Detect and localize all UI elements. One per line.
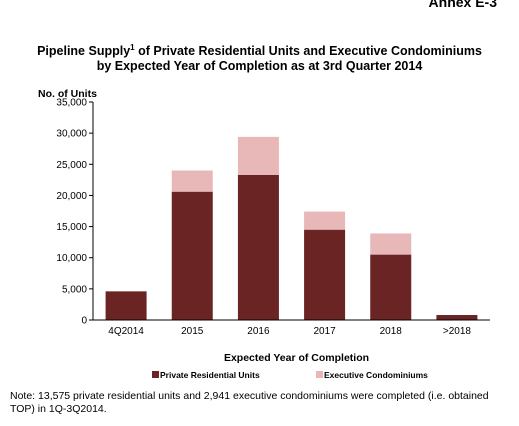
bar-segment [304,211,346,230]
bar-segment [304,229,346,320]
bar-segment [171,170,213,192]
legend-label: Executive Condominiums [324,370,428,380]
x-tick-label: 2018 [380,326,403,337]
y-tick-label: 5,000 [62,284,87,295]
chart-title-part1: Pipeline Supply [37,44,131,59]
legend-swatch [316,371,323,378]
y-tick-label: 35,000 [56,98,87,109]
bar-segment [370,254,412,320]
x-axis-label: Expected Year of Completion [224,352,369,364]
bar-segment [370,233,412,255]
x-tick-label: 2016 [247,326,270,337]
y-tick-label: 25,000 [56,160,87,171]
y-tick-label: 30,000 [56,129,87,140]
y-axis-label: No. of Units [38,88,97,100]
chart-title: Pipeline Supply1 of Private Residential … [0,40,519,74]
y-tick-label: 10,000 [56,253,87,264]
x-tick-label: 2017 [313,326,336,337]
footnote: Note: 13,575 private residential units a… [10,390,489,415]
chart-title-part2: of Private Residential Units and Executi… [134,44,482,59]
y-tick-label: 20,000 [56,191,87,202]
bar-segment [171,191,213,320]
chart-title-superscript: 1 [130,43,135,52]
y-tick-label: 0 [81,316,87,327]
chart-title-line2: by Expected Year of Completion as at 3rd… [96,59,423,74]
x-tick-label: >2018 [443,326,472,337]
annex-label: Annex E-3 [428,0,497,10]
bar-segment [237,136,279,175]
legend-swatch [152,371,159,378]
stacked-bar-chart: No. of Units 0 5,000 10,000 15,000 20,000 25,0… [38,88,490,380]
x-tick-label: 2015 [181,326,204,337]
bar-segment [237,174,279,320]
legend-label: Private Residential Units [160,370,260,380]
y-tick-label: 15,000 [56,222,87,233]
x-tick-label: 4Q2014 [108,326,144,337]
bar-segment [105,291,147,320]
bar-segment [436,315,478,320]
